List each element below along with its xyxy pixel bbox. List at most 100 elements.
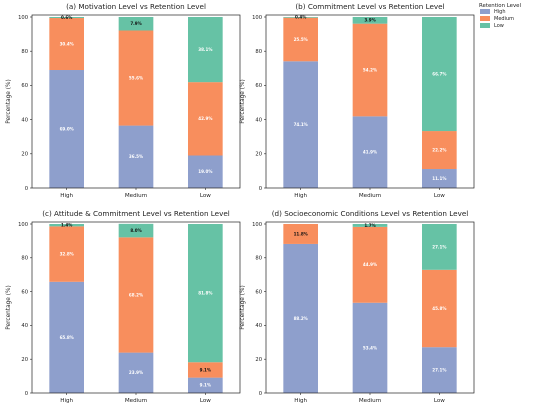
data-label: 68.2% <box>129 292 143 297</box>
bar-segment-medium <box>352 23 388 117</box>
panel-title: (b) Commitment Level vs Retention Level <box>295 2 444 11</box>
x-tick-label: Low <box>434 193 445 199</box>
data-label: 8.0% <box>130 228 141 233</box>
y-axis-label: Percentage (%) <box>240 79 246 123</box>
legend-swatch-medium <box>480 16 490 21</box>
data-label: 42.9% <box>198 116 212 121</box>
data-label: 53.4% <box>363 345 377 350</box>
legend-swatch-low <box>480 23 490 28</box>
panel-a: (a) Motivation Level vs Retention Level P… <box>6 2 241 199</box>
data-label: 19.0% <box>198 169 212 174</box>
data-label: 32.8% <box>60 251 74 256</box>
data-label: 3.9% <box>364 18 375 23</box>
bar-segment-low <box>188 17 223 83</box>
y-tick-label: 40 <box>21 117 28 123</box>
y-tick-label: 0 <box>259 186 262 192</box>
data-label: 11.1% <box>432 176 446 181</box>
x-tick-label: High <box>294 398 307 404</box>
data-label: 0.4% <box>295 15 306 20</box>
data-label: 54.2% <box>363 67 377 72</box>
panel-d: (d) Socioeconomic Conditions Level vs Re… <box>240 209 475 404</box>
bar-segment-medium <box>188 82 223 156</box>
data-label: 36.5% <box>129 154 143 159</box>
data-label: 81.8% <box>198 291 212 296</box>
x-tick-label: High <box>60 193 73 199</box>
data-label: 7.9% <box>130 21 141 26</box>
y-tick-label: 40 <box>21 323 28 329</box>
data-label: 1.4% <box>61 223 72 228</box>
panels: (a) Motivation Level vs Retention Level P… <box>6 2 475 404</box>
x-tick-label: Low <box>200 193 211 199</box>
y-axis-label: Percentage (%) <box>6 285 12 329</box>
bar-segment-high <box>352 302 388 393</box>
y-axis-label: Percentage (%) <box>240 285 246 329</box>
data-label: 22.2% <box>432 147 446 152</box>
bar-segment-medium <box>283 17 318 62</box>
bar-segment-high <box>352 116 388 188</box>
legend-swatch-high <box>480 9 490 14</box>
data-label: 1.7% <box>364 223 375 228</box>
y-axis-label: Percentage (%) <box>6 79 12 123</box>
data-label: 9.1% <box>200 367 211 372</box>
bar-segment-high <box>422 347 457 393</box>
data-label: 65.8% <box>60 335 74 340</box>
bar-segment-low <box>118 17 154 31</box>
legend-title: Retention Level <box>479 3 521 9</box>
bar-segment-low <box>49 224 84 227</box>
x-tick-label: High <box>294 193 307 199</box>
data-label: 11.8% <box>294 231 308 236</box>
bar-segment-high <box>283 243 318 393</box>
data-label: 69.0% <box>60 126 74 131</box>
data-label: 25.5% <box>294 37 308 42</box>
y-tick-label: 100 <box>252 15 262 21</box>
bar-segment-low <box>118 223 154 238</box>
axes-frame <box>31 14 241 189</box>
y-tick-label: 0 <box>25 391 28 397</box>
data-label: 38.1% <box>198 47 212 52</box>
data-label: 27.1% <box>432 244 446 249</box>
axes-frame <box>265 221 475 394</box>
y-tick-label: 60 <box>21 289 28 295</box>
panel-c: (c) Attitude & Commitment Level vs Reten… <box>6 209 241 404</box>
data-label: 66.7% <box>432 71 446 76</box>
y-tick-label: 20 <box>21 152 28 158</box>
x-tick-label: Medium <box>359 398 381 404</box>
y-tick-label: 100 <box>252 222 262 228</box>
y-tick-label: 80 <box>21 256 28 262</box>
data-label: 27.1% <box>432 368 446 373</box>
bar-segment-low <box>352 17 388 24</box>
bar-segment-medium <box>49 18 84 71</box>
y-tick-label: 80 <box>255 256 262 262</box>
panel-title: (d) Socioeconomic Conditions Level vs Re… <box>272 209 469 218</box>
bar-segment-low <box>283 17 318 18</box>
data-label: 30.4% <box>60 41 74 46</box>
panel-title: (a) Motivation Level vs Retention Level <box>66 2 206 11</box>
y-tick-label: 60 <box>21 83 28 89</box>
bar-segment-high <box>283 61 318 188</box>
y-tick-label: 20 <box>21 357 28 363</box>
legend-label-high: High <box>494 9 506 15</box>
bar-segment-high <box>49 70 84 188</box>
bar-segment-high <box>422 169 457 188</box>
bar-segment-low <box>49 17 84 19</box>
y-tick-label: 60 <box>255 289 262 295</box>
y-tick-label: 40 <box>255 117 262 123</box>
panel-title: (c) Attitude & Commitment Level vs Reten… <box>42 209 230 218</box>
legend-label-low: Low <box>494 23 504 29</box>
bar-segment-medium <box>188 362 223 378</box>
x-tick-label: Medium <box>125 193 147 199</box>
bar-segment-medium <box>422 131 457 170</box>
y-tick-label: 20 <box>255 357 262 363</box>
x-tick-label: Medium <box>125 398 147 404</box>
data-label: 23.9% <box>129 370 143 375</box>
x-tick-label: High <box>60 398 73 404</box>
bar-segment-high <box>188 377 223 393</box>
bar-segment-high <box>118 352 154 393</box>
bar-segment-medium <box>352 226 388 303</box>
y-tick-label: 80 <box>255 49 262 55</box>
data-label: 44.9% <box>363 262 377 267</box>
x-tick-label: Medium <box>359 193 381 199</box>
y-tick-label: 40 <box>255 323 262 329</box>
